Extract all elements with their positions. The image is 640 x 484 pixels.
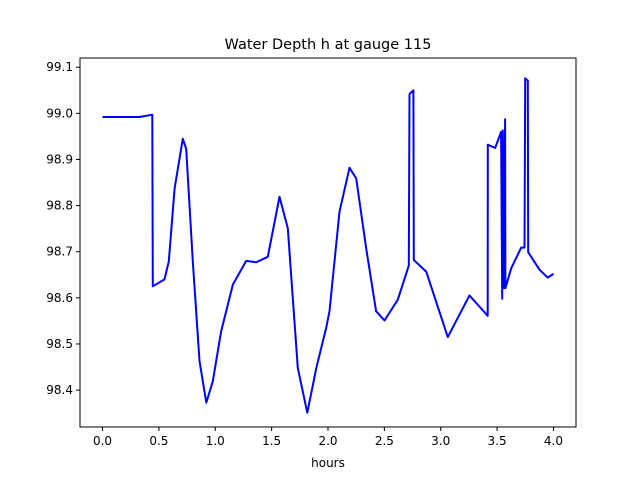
x-tick-label: 0.0 xyxy=(93,434,112,448)
x-tick-label: 2.0 xyxy=(318,434,337,448)
series-line-h xyxy=(102,77,555,414)
x-tick-label: 3.0 xyxy=(431,434,450,448)
x-tick-label: 3.5 xyxy=(488,434,507,448)
axis-ticks: 0.0 0.5 1.0 1.5 2.0 2.5 3.0 3.5 4.0 98.4 98.5 98.6 9… xyxy=(46,60,563,448)
x-tick-label: 2.5 xyxy=(375,434,394,448)
y-tick-label: 99.1 xyxy=(46,60,73,74)
y-tick-label: 98.4 xyxy=(46,383,73,397)
y-tick-label: 98.5 xyxy=(46,337,73,351)
x-tick-label: 0.5 xyxy=(149,434,168,448)
x-tick-label: 1.0 xyxy=(206,434,225,448)
x-tick-label: 4.0 xyxy=(544,434,563,448)
y-tick-label: 98.6 xyxy=(46,291,73,305)
x-tick-label: 1.5 xyxy=(262,434,281,448)
plot-frame xyxy=(79,57,577,428)
y-tick-label: 98.8 xyxy=(46,199,73,213)
y-tick-label: 98.9 xyxy=(46,152,73,166)
x-axis-label: hours xyxy=(311,456,345,470)
y-tick-label: 99.0 xyxy=(46,106,73,120)
chart-title: Water Depth h at gauge 115 xyxy=(225,37,432,53)
y-tick-label: 98.7 xyxy=(46,245,73,259)
